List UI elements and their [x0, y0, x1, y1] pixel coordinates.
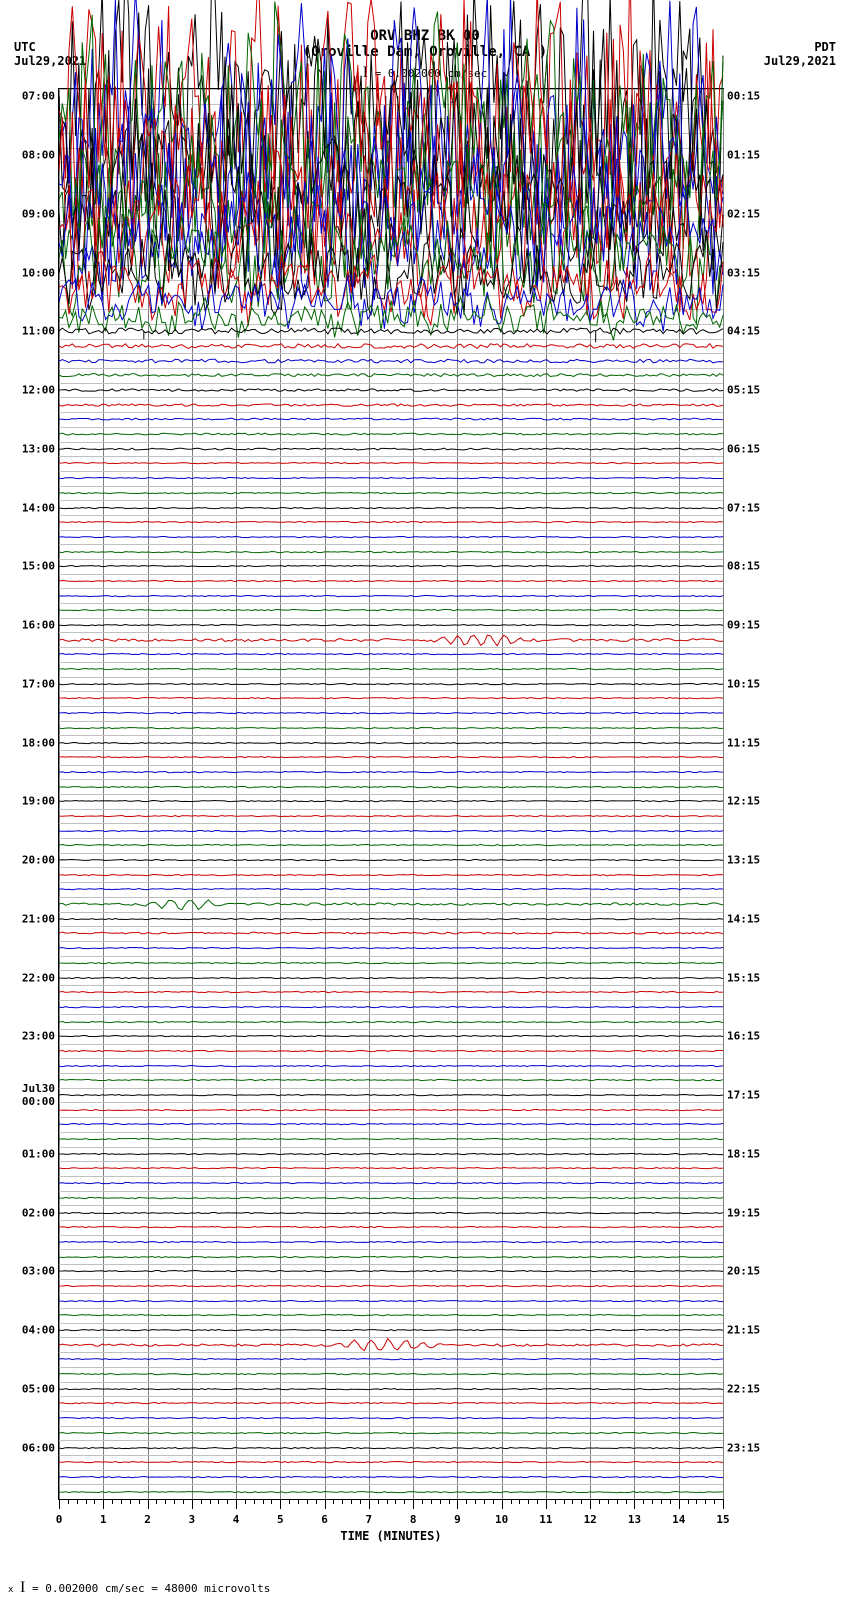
pdt-time-label: 01:15	[727, 149, 760, 162]
pdt-time-label: 18:15	[727, 1147, 760, 1160]
x-tick-major	[723, 1499, 724, 1509]
utc-time-label: 12:00	[22, 384, 55, 397]
utc-time-label: 22:00	[22, 971, 55, 984]
utc-time-label: 21:00	[22, 912, 55, 925]
utc-time-label: 18:00	[22, 736, 55, 749]
utc-time-label: 06:00	[22, 1441, 55, 1454]
utc-time-label: 04:00	[22, 1324, 55, 1337]
pdt-time-label: 22:15	[727, 1382, 760, 1395]
utc-time-label: 07:00	[22, 90, 55, 103]
pdt-time-label: 15:15	[727, 971, 760, 984]
pdt-label: PDT Jul29,2021	[764, 40, 836, 68]
utc-time-label: 10:00	[22, 266, 55, 279]
utc-time-label: 03:00	[22, 1265, 55, 1278]
pdt-time-label: 13:15	[727, 854, 760, 867]
utc-time-label: 05:00	[22, 1382, 55, 1395]
pdt-time-label: 11:15	[727, 736, 760, 749]
pdt-time-label: 20:15	[727, 1265, 760, 1278]
seismic-trace	[59, 1448, 723, 1536]
pdt-time-label: 14:15	[727, 912, 760, 925]
pdt-time-label: 06:15	[727, 442, 760, 455]
utc-time-label: Jul3000:00	[22, 1082, 55, 1108]
pdt-time-label: 04:15	[727, 325, 760, 338]
utc-time-label: 15:00	[22, 560, 55, 573]
utc-time-label: 02:00	[22, 1206, 55, 1219]
pdt-time-label: 21:15	[727, 1324, 760, 1337]
pdt-time-label: 07:15	[727, 501, 760, 514]
utc-time-label: 01:00	[22, 1147, 55, 1160]
pdt-time-label: 23:15	[727, 1441, 760, 1454]
pdt-time-label: 16:15	[727, 1030, 760, 1043]
pdt-time-label: 02:15	[727, 207, 760, 220]
utc-time-label: 13:00	[22, 442, 55, 455]
pdt-time-label: 08:15	[727, 560, 760, 573]
utc-time-label: 23:00	[22, 1030, 55, 1043]
utc-time-label: 16:00	[22, 619, 55, 632]
utc-time-label: 09:00	[22, 207, 55, 220]
utc-time-label: 17:00	[22, 677, 55, 690]
utc-time-label: 08:00	[22, 149, 55, 162]
pdt-time-label: 03:15	[727, 266, 760, 279]
pdt-time-label: 12:15	[727, 795, 760, 808]
helicorder-plot: TIME (MINUTES) 012345678910111213141507:…	[58, 88, 724, 1500]
pdt-time-label: 09:15	[727, 619, 760, 632]
pdt-time-label: 19:15	[727, 1206, 760, 1219]
pdt-time-label: 05:15	[727, 384, 760, 397]
pdt-time-label: 10:15	[727, 677, 760, 690]
pdt-time-label: 17:15	[727, 1089, 760, 1102]
utc-time-label: 19:00	[22, 795, 55, 808]
utc-time-label: 20:00	[22, 854, 55, 867]
grid-vertical	[723, 89, 724, 1499]
seismogram-container: ORV BHZ BK 00 (Oroville Dam, Oroville, C…	[0, 0, 850, 1613]
utc-time-label: 14:00	[22, 501, 55, 514]
utc-time-label: 11:00	[22, 325, 55, 338]
footer-scale: x I = 0.002000 cm/sec = 48000 microvolts	[8, 1579, 270, 1597]
pdt-time-label: 00:15	[727, 90, 760, 103]
